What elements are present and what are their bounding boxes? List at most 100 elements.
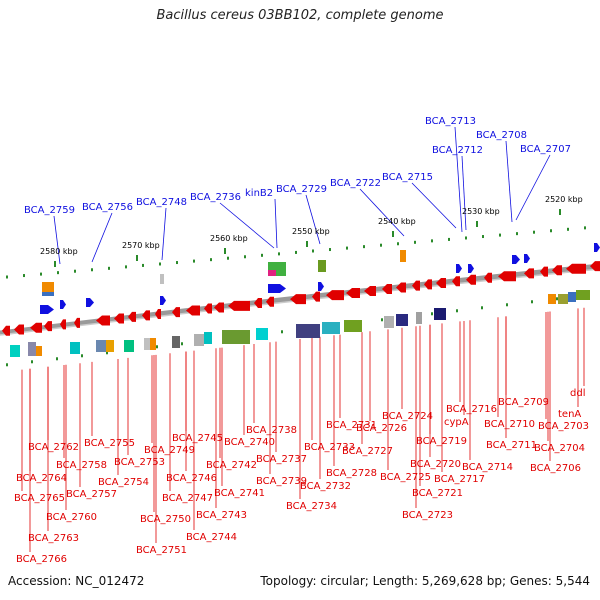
- bottom-gene-label: BCA_2721: [412, 488, 463, 499]
- bottom-gene-label: BCA_2764: [16, 473, 67, 484]
- bottom-gene-label: BCA_2746: [166, 473, 217, 484]
- bottom-gene-label: tenA: [558, 409, 581, 420]
- top-strand-gene: [40, 305, 54, 314]
- inner-tick-mark: [381, 318, 383, 322]
- bottom-strand-gene: [552, 265, 562, 276]
- top-strand-gene: [160, 296, 166, 305]
- bottom-gene-label: BCA_2766: [16, 554, 67, 565]
- top-strand-gene: [318, 282, 324, 291]
- bottom-gene-label: BCA_2758: [56, 460, 107, 471]
- outer-tick-mark: [329, 248, 331, 252]
- protein-domain-block: [568, 292, 576, 302]
- scale-ticks: [6, 209, 586, 367]
- outer-tick-mark: [6, 275, 8, 279]
- bottom-gene-label: BCA_2733: [304, 442, 355, 453]
- outer-tick-mark: [414, 240, 416, 244]
- bottom-gene-label: BCA_2740: [224, 437, 275, 448]
- top-label-leader: [505, 140, 513, 223]
- bottom-strand-gene: [128, 311, 136, 322]
- outer-tick-mark: [23, 274, 25, 278]
- inner-tick-mark: [506, 303, 508, 307]
- bottom-gene-label: BCA_2725: [380, 472, 431, 483]
- outer-tick-mark: [108, 266, 110, 270]
- outer-tick-mark: [142, 263, 144, 267]
- bottom-strand-gene: [266, 296, 274, 307]
- scale-major-tick: [476, 221, 478, 227]
- outer-tick-mark: [91, 268, 93, 272]
- protein-domain-block: [42, 282, 54, 292]
- bottom-gene-label: BCA_2717: [434, 474, 485, 485]
- protein-domain-block: [548, 294, 556, 304]
- bottom-strand-gene: [14, 324, 24, 335]
- outer-tick-mark: [397, 242, 399, 246]
- top-gene-label: BCA_2712: [432, 145, 483, 156]
- bottom-gene-label: BCA_2737: [256, 454, 307, 465]
- protein-domain-block: [384, 316, 394, 328]
- outer-tick-mark: [176, 261, 178, 265]
- bottom-strand-gene: [452, 276, 460, 287]
- bottom-strand-gene: [30, 322, 42, 333]
- bottom-gene-label: ddl: [570, 388, 585, 399]
- bottom-gene-label: BCA_2743: [196, 510, 247, 521]
- outer-tick-mark: [210, 258, 212, 262]
- outer-tick-mark: [74, 269, 76, 273]
- bottom-strand-gene: [254, 298, 262, 309]
- scale-major-tick: [306, 241, 308, 247]
- bottom-strand-gene: [424, 279, 432, 290]
- genome-summary: Topology: circular; Length: 5,269,628 bp…: [260, 574, 590, 588]
- bottom-strand-gene: [412, 280, 420, 291]
- bottom-gene-label: BCA_2755: [84, 438, 135, 449]
- top-gene-label: BCA_2748: [136, 197, 187, 208]
- outer-tick-mark: [346, 246, 348, 250]
- outer-tick-mark: [40, 272, 42, 276]
- bottom-strand-gene: [186, 305, 200, 316]
- bottom-gene-label: BCA_2760: [46, 512, 97, 523]
- top-strand-gene: [524, 254, 530, 263]
- scale-label: 2540 kbp: [378, 217, 416, 226]
- protein-domain-block: [42, 292, 54, 296]
- top-gene-label: BCA_2722: [330, 178, 381, 189]
- protein-domain-block: [416, 312, 422, 324]
- outer-tick-mark: [482, 235, 484, 239]
- protein-domain-block: [28, 342, 36, 356]
- bottom-gene-label: BCA_2753: [114, 457, 165, 468]
- scale-major-tick: [224, 248, 226, 254]
- top-strand-gene: [468, 264, 474, 273]
- top-gene-label: BCA_2713: [425, 116, 476, 127]
- outer-tick-mark: [363, 245, 365, 249]
- bottom-strand-gene: [364, 285, 376, 296]
- bottom-gene-label: BCA_2749: [144, 445, 195, 456]
- outer-tick-mark: [380, 243, 382, 247]
- bottom-strand-gene: [590, 261, 600, 272]
- scale-label: 2580 kbp: [40, 247, 78, 256]
- inner-tick-mark: [556, 297, 558, 301]
- scale-label: 2550 kbp: [292, 227, 330, 236]
- top-label-leader: [53, 215, 61, 265]
- bottom-gene-label: BCA_2763: [28, 533, 79, 544]
- bottom-gene-label: BCA_2706: [530, 463, 581, 474]
- bottom-strand-gene: [498, 271, 516, 282]
- bottom-strand-gene: [96, 315, 110, 326]
- bottom-gene-label: BCA_2724: [382, 411, 433, 422]
- bottom-gene-label: BCA_2732: [300, 481, 351, 492]
- map-title: Bacillus cereus 03BB102, complete genome: [156, 8, 444, 23]
- top-label-leader: [219, 202, 275, 249]
- bottom-gene-label: BCA_2719: [416, 436, 467, 447]
- protein-domain-block: [576, 290, 590, 300]
- outer-tick-mark: [465, 236, 467, 240]
- protein-domain-block: [296, 324, 320, 338]
- gene-labels: 2580 kbp 2570 kbp 2560 kbp 2550 kbp 2540 kbp…: [14, 116, 589, 565]
- bottom-strand-gene: [466, 274, 476, 285]
- bottom-strand-gene: [382, 283, 392, 294]
- top-strand-gene: [594, 243, 600, 252]
- top-label-leader: [274, 198, 278, 249]
- bottom-gene-label: BCA_2703: [538, 421, 589, 432]
- bottom-strand-gene: [540, 266, 548, 277]
- bottom-gene-label: BCA_2711: [486, 440, 537, 451]
- protein-domain-block: [558, 294, 568, 304]
- bottom-gene-label: BCA_2709: [498, 397, 549, 408]
- bottom-gene-label: BCA_2757: [66, 489, 117, 500]
- outer-tick-mark: [57, 271, 59, 275]
- bottom-gene-label: BCA_2728: [326, 468, 377, 479]
- outer-tick-mark: [125, 265, 127, 269]
